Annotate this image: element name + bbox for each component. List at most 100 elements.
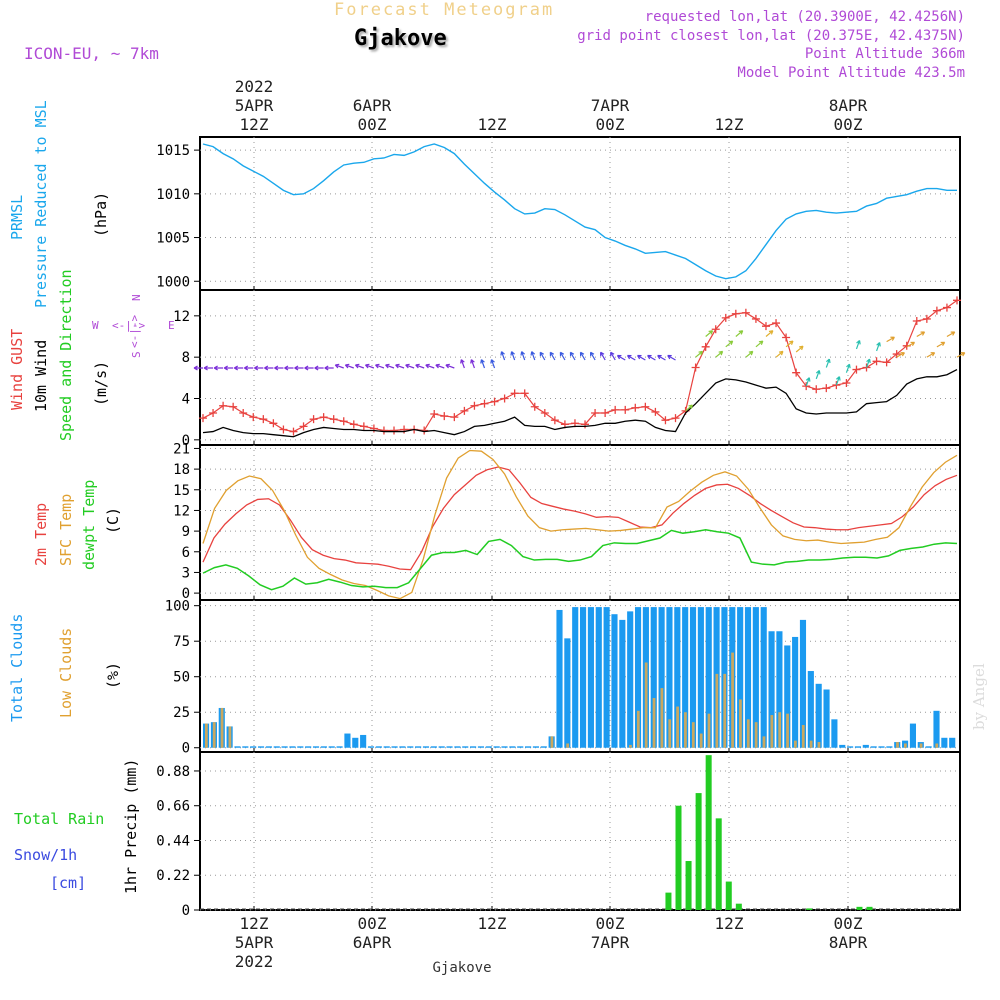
top-time-line: 7APR xyxy=(590,96,630,115)
bottom-time-line: 6APR xyxy=(352,933,392,952)
bottom-time-label: 00Z 8APR xyxy=(829,914,868,952)
clouds-unit: (%) xyxy=(104,661,122,689)
wind-direction-arrow xyxy=(805,377,811,387)
total-clouds-bar xyxy=(917,742,924,748)
wind-gust-marker xyxy=(430,410,439,418)
low-clouds-bar xyxy=(550,736,554,748)
wind-gust-marker xyxy=(349,420,358,429)
wind-direction-arrow xyxy=(626,354,636,361)
top-time-line: 5APR xyxy=(234,96,274,115)
wind-gust-marker xyxy=(420,426,429,435)
low-clouds-bar xyxy=(707,713,711,748)
low-clouds-bar xyxy=(660,688,664,748)
wind-gust-marker xyxy=(400,425,409,434)
low-clouds-bar xyxy=(903,743,907,748)
wind-gust-marker xyxy=(470,401,479,410)
bottom-time-line: 00Z xyxy=(595,914,625,933)
wind-direction-arrow xyxy=(886,336,895,343)
wind-gust-marker xyxy=(641,402,650,411)
total-clouds-bar xyxy=(854,746,862,748)
low-clouds-bar xyxy=(817,742,821,748)
wind-direction-arrow xyxy=(500,351,506,361)
total-clouds-bar xyxy=(360,734,367,748)
wind-gust-marker xyxy=(701,342,710,351)
wind-gust-marker xyxy=(953,296,961,305)
wind-gust-marker xyxy=(319,413,328,422)
wind-gust-marker xyxy=(782,333,791,342)
total-clouds-bar xyxy=(737,607,744,748)
total-clouds-bar xyxy=(352,737,359,748)
wind-direction-arrow xyxy=(490,359,496,369)
wind-direction-arrow xyxy=(334,363,344,369)
wind-direction-arrow xyxy=(385,363,395,369)
low-clouds-bar xyxy=(919,743,923,748)
y-tick-label: 0 xyxy=(182,741,190,757)
wind-direction-arrow xyxy=(725,340,734,348)
bottom-time-label: 12Z 5APR 2022 xyxy=(235,914,274,971)
wind-gust-marker xyxy=(269,419,278,428)
y-tick-label: 12 xyxy=(173,309,190,325)
rain-bar xyxy=(856,906,863,910)
wind-direction-arrow xyxy=(845,363,851,373)
wind-direction-arrow xyxy=(916,331,926,338)
wind-direction-arrow xyxy=(223,365,234,371)
wind-direction-arrow xyxy=(579,351,586,361)
low-clouds-label: Low Clouds xyxy=(57,627,75,718)
wind-direction-arrow xyxy=(520,351,526,361)
wind-direction-arrow xyxy=(637,354,646,361)
total-clouds-bar xyxy=(634,607,642,748)
rain-bar xyxy=(806,908,813,910)
total-clouds-bar xyxy=(619,619,626,748)
wind-direction-arrow xyxy=(865,358,871,368)
wind-direction-arrow xyxy=(405,363,415,369)
bottom-time-label: 12Z xyxy=(478,914,507,933)
wind-gust-marker xyxy=(621,405,630,414)
wind-gust-marker xyxy=(681,406,690,415)
low-clouds-bar xyxy=(220,707,224,748)
y-tick-label: 6 xyxy=(182,545,190,561)
rain-bar xyxy=(866,906,873,910)
total-clouds-bar xyxy=(949,737,956,748)
wind-gust-marker xyxy=(852,365,861,374)
wind-direction-arrow xyxy=(284,365,294,371)
wind-direction-arrow xyxy=(610,351,616,361)
compass-east: E xyxy=(168,319,175,332)
total-clouds-bar xyxy=(642,607,649,748)
pressure-unit: (hPa) xyxy=(92,191,110,237)
y-tick-label: 0.88 xyxy=(156,764,190,780)
y-tick-label: 12 xyxy=(173,503,190,519)
model-label: ICON-EU, ~ 7km xyxy=(24,44,159,63)
wind-direction-arrow xyxy=(600,351,606,361)
wind-gust-marker xyxy=(671,414,680,423)
bottom-time-label: 00Z 7APR xyxy=(591,914,630,952)
wind-direction-arrow xyxy=(667,354,676,361)
wind-unit: (m/s) xyxy=(92,360,110,406)
bottom-time-line: 2022 xyxy=(234,952,274,971)
wind-direction-arrow xyxy=(815,369,821,380)
wind-gust-line xyxy=(202,299,958,433)
y-tick-label: 0 xyxy=(182,586,190,602)
wind-direction-arrow xyxy=(936,341,946,348)
y-tick-label: 0 xyxy=(182,903,190,919)
low-clouds-bar xyxy=(691,722,695,748)
temp-unit: (C) xyxy=(104,506,122,534)
top-time-label: 2022 5APR 12Z xyxy=(235,77,274,134)
wind-direction-arrow xyxy=(926,352,936,358)
wind-gust-marker xyxy=(500,394,509,403)
wind-gust-marker xyxy=(651,407,660,416)
wind-direction-arrow xyxy=(775,350,784,358)
total-clouds-bar xyxy=(627,611,634,748)
wind-direction-arrow xyxy=(243,365,254,371)
wind-gust-marker xyxy=(731,309,740,318)
wind-gust-marker xyxy=(611,405,620,414)
wind-gust-marker xyxy=(862,363,871,372)
y-tick-label: 3 xyxy=(182,565,190,581)
wind-direction-arrow xyxy=(785,340,794,348)
total-clouds-bar xyxy=(768,631,775,748)
wind-gust-marker xyxy=(591,408,600,417)
wind-gust-marker xyxy=(329,415,338,424)
y-tick-label: 1000 xyxy=(156,274,190,290)
wind-gust-marker xyxy=(832,381,841,390)
rain-bar xyxy=(685,861,692,910)
bottom-time-line: 5APR xyxy=(234,933,274,952)
